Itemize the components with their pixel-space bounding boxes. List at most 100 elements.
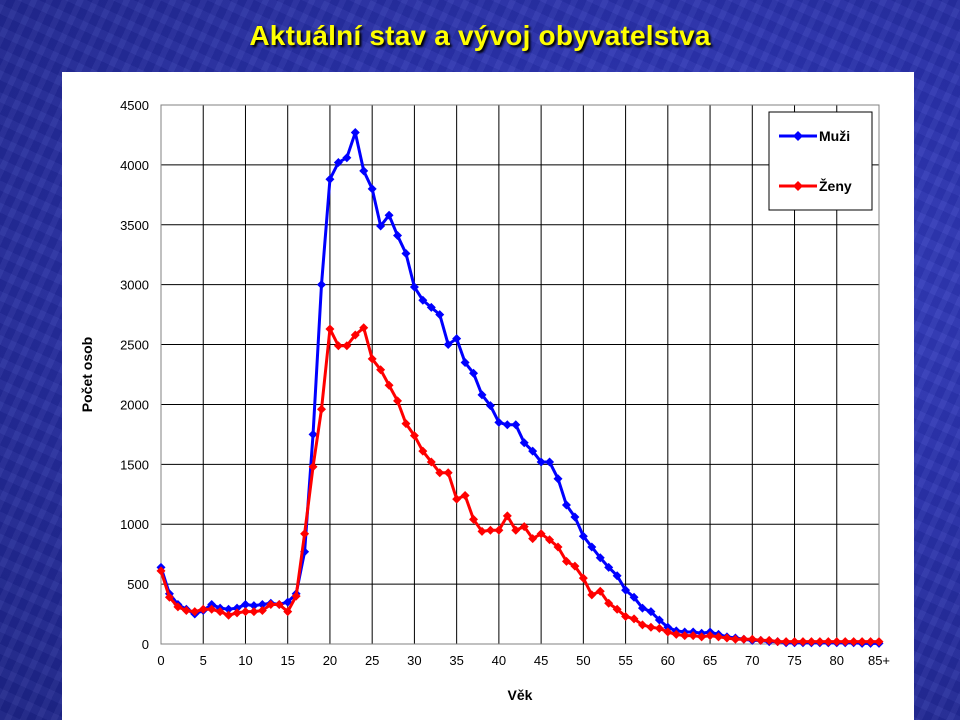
data-point bbox=[426, 457, 436, 467]
legend-swatch-marker bbox=[793, 131, 803, 141]
data-point bbox=[460, 358, 470, 368]
data-point bbox=[561, 500, 571, 510]
data-point bbox=[671, 629, 681, 639]
data-point bbox=[283, 597, 293, 607]
plot-area-border bbox=[160, 104, 880, 645]
legend-label: Ženy bbox=[819, 177, 852, 194]
data-point bbox=[722, 633, 732, 643]
data-point bbox=[198, 604, 208, 614]
x-tick-label: 15 bbox=[280, 653, 294, 668]
data-point bbox=[654, 623, 664, 633]
data-point bbox=[350, 330, 360, 340]
data-point bbox=[646, 607, 656, 617]
legend: Muži Ženy bbox=[768, 111, 873, 211]
x-tick-label: 40 bbox=[492, 653, 506, 668]
data-point bbox=[756, 635, 766, 645]
data-point bbox=[232, 608, 242, 618]
data-point bbox=[866, 637, 876, 647]
data-point bbox=[747, 634, 757, 644]
data-point bbox=[621, 611, 631, 621]
x-tick-label: 25 bbox=[365, 653, 379, 668]
data-point bbox=[494, 525, 504, 535]
data-point bbox=[485, 525, 495, 535]
axis-ticks: 0 5 10 15 20 25 30 35 40 45 50 55 60 65 70 75 80 85+ 0 500 1… bbox=[120, 98, 890, 668]
data-point bbox=[469, 368, 479, 378]
data-point bbox=[764, 635, 774, 645]
legend-item: Muži bbox=[779, 128, 850, 144]
x-tick-label: 75 bbox=[787, 653, 801, 668]
data-point bbox=[190, 607, 200, 617]
data-point bbox=[224, 604, 234, 614]
data-point bbox=[502, 420, 512, 430]
data-point bbox=[612, 604, 622, 614]
series-Ženy bbox=[156, 323, 884, 647]
data-point bbox=[308, 462, 318, 472]
data-point bbox=[207, 604, 217, 614]
data-point bbox=[181, 605, 191, 615]
data-point bbox=[452, 334, 462, 344]
legend-box bbox=[768, 111, 873, 211]
data-point bbox=[477, 390, 487, 400]
y-tick-label: 2000 bbox=[120, 397, 149, 412]
data-point bbox=[528, 534, 538, 544]
data-point bbox=[300, 529, 310, 539]
data-point bbox=[840, 637, 850, 647]
data-point bbox=[435, 310, 445, 320]
data-point bbox=[333, 157, 343, 167]
data-point bbox=[519, 438, 529, 448]
data-point bbox=[418, 446, 428, 456]
data-point bbox=[164, 592, 174, 602]
data-point bbox=[359, 323, 369, 333]
data-point bbox=[409, 431, 419, 441]
population-line-chart: 0 5 10 15 20 25 30 35 40 45 50 55 60 65 70 75 80 85+ 0 500 1… bbox=[62, 72, 914, 720]
data-point bbox=[249, 607, 259, 617]
data-point bbox=[629, 614, 639, 624]
data-point bbox=[637, 620, 647, 630]
y-tick-label: 3500 bbox=[120, 218, 149, 233]
data-point bbox=[654, 615, 664, 625]
data-point bbox=[359, 166, 369, 176]
chart-panel: 0 5 10 15 20 25 30 35 40 45 50 55 60 65 70 75 80 85+ 0 500 1… bbox=[62, 72, 914, 720]
data-point bbox=[485, 401, 495, 411]
data-point bbox=[376, 365, 386, 375]
data-point bbox=[308, 429, 318, 439]
data-point bbox=[570, 512, 580, 522]
data-point bbox=[857, 637, 867, 647]
data-point bbox=[629, 592, 639, 602]
y-tick-label: 1000 bbox=[120, 517, 149, 532]
data-point bbox=[545, 457, 555, 467]
y-tick-label: 4500 bbox=[120, 98, 149, 113]
series-layer bbox=[156, 128, 884, 648]
data-point bbox=[528, 446, 538, 456]
data-point bbox=[680, 631, 690, 641]
data-point bbox=[224, 610, 234, 620]
data-point bbox=[215, 607, 225, 617]
data-point bbox=[595, 553, 605, 563]
y-tick-label: 0 bbox=[142, 637, 149, 652]
data-point bbox=[790, 637, 800, 647]
data-point bbox=[350, 128, 360, 138]
data-point bbox=[376, 221, 386, 231]
data-point bbox=[578, 573, 588, 583]
y-tick-label: 3000 bbox=[120, 278, 149, 293]
y-tick-label: 4000 bbox=[120, 158, 149, 173]
data-point bbox=[173, 602, 183, 612]
data-point bbox=[156, 566, 166, 576]
x-tick-label: 65 bbox=[703, 653, 717, 668]
data-point bbox=[621, 585, 631, 595]
legend-swatch-marker bbox=[793, 181, 803, 191]
data-point bbox=[612, 571, 622, 581]
data-point bbox=[494, 417, 504, 427]
data-point bbox=[443, 340, 453, 350]
legend-item: Ženy bbox=[779, 177, 852, 194]
data-point bbox=[367, 354, 377, 364]
data-point bbox=[832, 637, 842, 647]
data-point bbox=[240, 607, 250, 617]
y-tick-label: 1500 bbox=[120, 457, 149, 472]
data-point bbox=[806, 637, 816, 647]
data-point bbox=[367, 184, 377, 194]
data-point bbox=[714, 632, 724, 642]
data-point bbox=[815, 637, 825, 647]
data-point bbox=[477, 526, 487, 536]
data-point bbox=[240, 599, 250, 609]
